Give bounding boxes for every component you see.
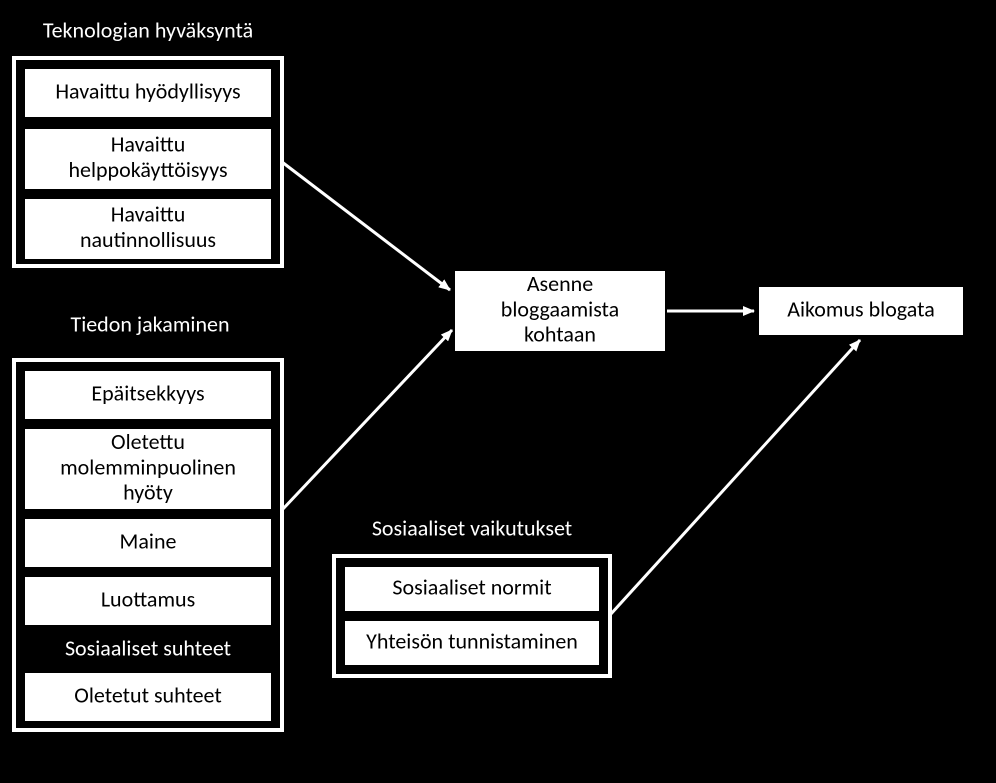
box-maine: Maine xyxy=(24,518,272,568)
box-hyodyllisyys-text-0: Havaittu hyödyllisyys xyxy=(55,77,240,104)
box-aikomus: Aikomus blogata xyxy=(758,286,964,336)
box-yhteison-text-0: Yhteisön tunnistaminen xyxy=(366,627,578,654)
arrow-top-to-asenne xyxy=(282,162,450,290)
box-molemminpuol-text-1: molemminpuolinen xyxy=(60,453,236,480)
arrow-bottom-to-asenne xyxy=(282,330,452,510)
box-molemminpuol-text-0: Oletettu xyxy=(111,428,185,455)
box-epaitsekkyys: Epäitsekkyys xyxy=(24,370,272,420)
box-molemminpuol: Oletettumolemminpuolinenhyöty xyxy=(24,428,272,510)
box-nautinnollisuus-text-1: nautinnollisuus xyxy=(80,226,216,253)
box-helppokaytto-text-1: helppokäyttöisyys xyxy=(68,156,227,183)
arrow-social-to-aikomus xyxy=(610,340,860,615)
label-tiedon-0: Tiedon jakaminen xyxy=(70,310,229,337)
box-luottamus: Luottamus xyxy=(24,576,272,626)
diagram-canvas: Havaittu hyödyllisyysHavaittuhelppokäytt… xyxy=(0,0,996,783)
box-asenne-text-2: kohtaan xyxy=(524,321,596,348)
box-hyodyllisyys: Havaittu hyödyllisyys xyxy=(24,68,272,118)
box-helppokaytto-text-0: Havaittu xyxy=(111,131,186,158)
box-nautinnollisuus-text-0: Havaittu xyxy=(111,201,186,228)
box-normit: Sosiaaliset normit xyxy=(344,566,600,612)
box-molemminpuol-text-2: hyöty xyxy=(123,479,173,506)
box-suhteet: Oletetut suhteet xyxy=(24,672,272,722)
box-helppokaytto: Havaittuhelppokäyttöisyys xyxy=(24,128,272,190)
box-asenne: Asennebloggaamistakohtaan xyxy=(454,270,666,352)
box-nautinnollisuus: Havaittunautinnollisuus xyxy=(24,198,272,260)
box-yhteison: Yhteisön tunnistaminen xyxy=(344,620,600,666)
label-social-0: Sosiaaliset vaikutukset xyxy=(372,514,572,541)
label-tech-0: Teknologian hyväksyntä xyxy=(43,16,253,43)
box-epaitsekkyys-text-0: Epäitsekkyys xyxy=(91,379,204,406)
box-maine-text-0: Maine xyxy=(120,527,177,554)
box-asenne-text-1: bloggaamista xyxy=(501,295,619,322)
box-aikomus-text-0: Aikomus blogata xyxy=(787,295,934,322)
box-normit-text-0: Sosiaaliset normit xyxy=(392,573,551,600)
label-suhteet-0: Sosiaaliset suhteet xyxy=(65,634,231,661)
box-asenne-text-0: Asenne xyxy=(527,270,593,297)
box-luottamus-text-0: Luottamus xyxy=(101,585,195,612)
box-suhteet-text-0: Oletetut suhteet xyxy=(74,681,221,708)
